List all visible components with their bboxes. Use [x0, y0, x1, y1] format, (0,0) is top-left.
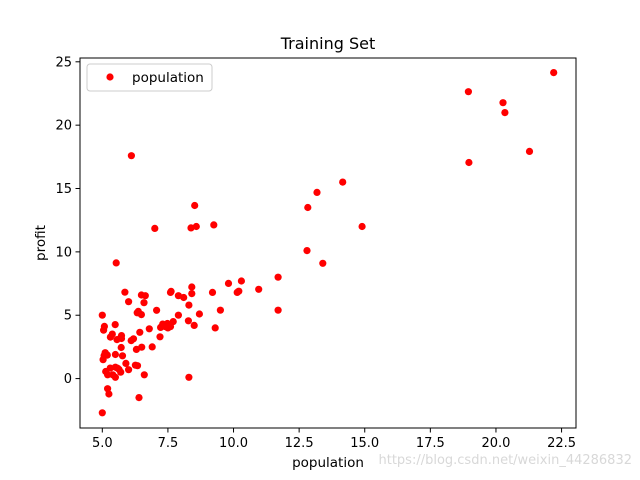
y-tick-label-1: 5	[64, 309, 72, 324]
data-point-0-64	[104, 371, 112, 379]
data-point-0-19	[153, 306, 161, 314]
data-point-0-43	[224, 279, 233, 287]
data-point-0-78	[195, 310, 203, 318]
data-point-0-85	[274, 306, 282, 314]
data-point-0-4	[121, 288, 129, 296]
data-point-0-74	[174, 311, 182, 319]
data-point-0-75	[180, 293, 188, 302]
data-point-0-32	[210, 221, 218, 229]
data-point-0-69	[122, 359, 130, 367]
x-tick-label-7: 22.5	[547, 436, 576, 451]
data-point-0-79	[208, 288, 217, 296]
data-point-0-36	[100, 322, 108, 330]
data-point-0-84	[274, 273, 282, 281]
x-tick-label-0: 5.0	[92, 436, 113, 451]
data-point-0-96	[111, 363, 119, 371]
data-points	[98, 69, 558, 417]
data-point-0-91	[166, 288, 175, 296]
y-tick-label-0: 0	[64, 372, 72, 387]
x-tick-label-6: 20.0	[481, 436, 510, 451]
y-tick-label-5: 25	[55, 55, 72, 70]
data-point-0-52	[125, 298, 133, 306]
data-point-0-71	[148, 343, 156, 351]
y-tick-label-4: 20	[55, 119, 72, 134]
y-tick-label-2: 10	[55, 245, 72, 260]
y-tick-label-3: 15	[55, 182, 72, 197]
legend-marker	[106, 73, 114, 81]
data-point-0-88	[358, 222, 366, 231]
x-tick-label-1: 7.5	[158, 436, 179, 451]
data-point-0-97	[161, 323, 169, 331]
data-point-0-63	[125, 366, 133, 374]
data-point-0-83	[237, 277, 245, 285]
legend-label: population	[132, 70, 204, 86]
data-point-0-82	[235, 287, 243, 295]
data-point-0-67	[117, 368, 125, 376]
data-point-0-53	[101, 349, 109, 357]
data-point-0-39	[137, 311, 145, 319]
data-point-0-2	[191, 201, 199, 210]
legend-frame	[86, 63, 213, 92]
data-point-0-1	[112, 259, 120, 267]
data-point-0-3	[151, 224, 159, 232]
x-tick-label-4: 15.0	[350, 436, 379, 451]
data-point-0-21	[499, 99, 507, 107]
data-point-0-87	[319, 259, 327, 267]
data-point-0-92	[156, 333, 164, 341]
x-tick-label-5: 17.5	[416, 436, 445, 451]
data-point-0-45	[188, 290, 196, 298]
x-tick-label-3: 12.5	[285, 436, 314, 451]
data-point-0-77	[190, 321, 198, 329]
plot-frame	[79, 57, 577, 429]
data-point-0-99	[169, 318, 177, 326]
data-point-0-41	[145, 325, 153, 333]
x-tick-label-2: 10.0	[219, 436, 248, 451]
data-point-0-86	[303, 247, 311, 255]
data-point-0-80	[211, 324, 219, 332]
watermark: https://blog.csdn.net/weixin_44286832	[378, 453, 632, 468]
data-point-0-81	[216, 306, 224, 314]
data-point-0-89	[185, 373, 193, 381]
data-point-0-35	[184, 317, 192, 325]
y-axis: 0 5 10 15 20 25	[55, 55, 80, 387]
data-point-0-46	[118, 352, 127, 360]
data-point-0-90	[140, 371, 148, 379]
data-point-0-58	[465, 158, 473, 167]
chart-title: Training Set	[280, 34, 376, 53]
data-point-0-76	[185, 301, 193, 309]
data-point-0-29	[550, 69, 558, 77]
data-point-0-25	[464, 88, 472, 96]
data-point-0-62	[111, 350, 119, 359]
data-point-0-48	[133, 362, 142, 370]
data-point-0-57	[117, 343, 125, 352]
data-point-0-70	[132, 345, 140, 353]
data-point-0-68	[104, 385, 112, 393]
data-point-0-27	[255, 285, 263, 293]
data-point-0-26	[304, 203, 312, 212]
x-axis-label: population	[292, 455, 364, 471]
data-point-0-0	[127, 152, 135, 160]
data-point-0-37	[117, 332, 126, 340]
data-point-0-61	[98, 311, 106, 319]
x-axis: 5.0 7.5 10.0 12.5 15.0 17.5 20.0 22.5	[92, 428, 576, 451]
data-point-0-28	[313, 188, 321, 196]
data-point-0-7	[192, 222, 200, 231]
data-point-0-95	[127, 337, 135, 345]
data-point-0-11	[339, 178, 347, 186]
data-point-0-22	[111, 321, 119, 329]
data-point-0-38	[106, 333, 114, 341]
y-axis-label: profit	[33, 225, 49, 261]
data-point-0-65	[135, 394, 143, 402]
data-point-0-49	[141, 292, 149, 300]
legend: population	[86, 63, 213, 92]
data-point-0-31	[140, 299, 148, 307]
data-point-0-13	[188, 283, 196, 291]
data-point-0-18	[136, 328, 144, 336]
data-point-0-66	[98, 409, 106, 417]
data-point-0-94	[111, 373, 119, 381]
data-point-0-60	[525, 147, 534, 155]
data-point-0-59	[501, 109, 509, 117]
